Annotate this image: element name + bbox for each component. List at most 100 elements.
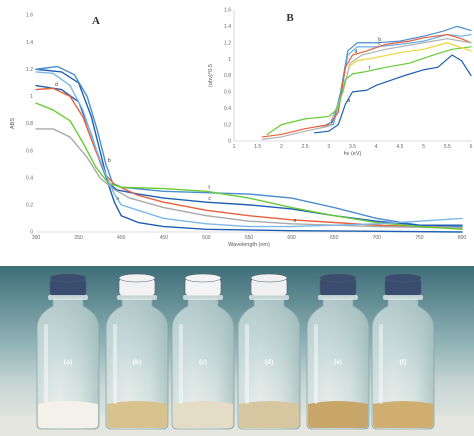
panel-a-series-label: d [55, 82, 58, 88]
panel-b-series-label: b [378, 37, 381, 43]
panel-a-x-tick-label: 550 [245, 235, 254, 241]
vial-neck [48, 295, 88, 300]
panel-a-y-tick-label: 0 [30, 230, 33, 236]
panel-b-series-line [313, 54, 472, 134]
panel-a-letter: A [92, 15, 100, 27]
vials-photo-svg: (a) (b) (c) (d) (e) (f) [0, 266, 474, 436]
vial-cap-top [184, 273, 222, 283]
panel-b-series-line [318, 33, 472, 127]
panel-a-series-label: e [294, 218, 297, 224]
panel-b-y-axis-label: (αhν)^0.5 [208, 64, 214, 87]
panel-b-series-label: d [355, 49, 358, 55]
vial-neck [183, 295, 223, 300]
panel-b-series-label: c [378, 41, 381, 47]
panel-b-x-tick-label: 5 [422, 144, 425, 150]
vial-powder [373, 401, 433, 428]
panel-a-y-tick-label: 0.2 [26, 203, 33, 209]
vial-cap-top [118, 273, 156, 283]
panel-b-series-label: a [347, 98, 350, 104]
vial-label: (c) [199, 358, 207, 366]
vial-powder [38, 401, 98, 428]
vial-neck [383, 295, 423, 300]
vial-glass [36, 297, 100, 430]
panel-a-y-tick-label: 1.6 [26, 13, 33, 19]
panel-b-x-tick-label: 1.5 [254, 144, 261, 150]
panel-b-x-tick-label: 3 [327, 144, 330, 150]
panel-a-x-tick-label: 400 [117, 235, 126, 241]
panel-b-y-tick-label: 1 [228, 57, 231, 63]
panel-a-y-tick-label: 1 [30, 94, 33, 100]
vials-photo: (a) (b) (c) (d) (e) (f) [0, 266, 474, 436]
vial-highlight [113, 324, 117, 404]
vial-label: (a) [64, 358, 73, 366]
panel-b: 1 1.5 2 2.5 3 3.5 4 4.5 5 5.5 6 0 0.2 0.4 0.6 0.8 1 1.2 1.… [208, 8, 473, 157]
panel-a-x-axis-label: Wavelength (nm) [228, 242, 270, 248]
vial: (f) [371, 273, 435, 430]
vial-powder [308, 401, 368, 428]
panel-a-series-line [35, 71, 463, 228]
panel-b-y-tick-label: 1.4 [224, 24, 231, 30]
panel-a-series-label: f [208, 185, 210, 191]
panel-b-series-line [261, 38, 472, 140]
panel-b-x-tick-label: 4.5 [396, 144, 403, 150]
panel-b-y-tick-label: 0.8 [224, 73, 231, 79]
panel-b-y-tick-label: 1.6 [224, 8, 231, 14]
vial: (c) [171, 273, 235, 430]
panel-a-x-tick-label: 800 [458, 235, 467, 241]
panel-a-x-tick-label: 450 [160, 235, 169, 241]
vial-glass [306, 297, 370, 430]
panel-a-y-tick-label: 0.8 [26, 121, 33, 127]
vial-neck [117, 295, 157, 300]
panel-a-x-tick-label: 650 [330, 235, 339, 241]
panel-b-y-tick-label: 0.2 [224, 122, 231, 128]
vial-neck [318, 295, 358, 300]
vial-powder [173, 401, 233, 428]
vial-glass [171, 297, 235, 430]
panel-b-x-tick-label: 3.5 [349, 144, 356, 150]
vial-highlight [379, 324, 383, 404]
panel-b-x-tick-label: 2 [280, 144, 283, 150]
vial: (b) [105, 273, 169, 430]
panel-b-series-line [266, 46, 472, 136]
panel-b-series-label: f [369, 65, 371, 71]
panel-b-letter: B [286, 12, 294, 24]
panel-a-x-tick-label: 500 [202, 235, 211, 241]
chart-svg: 300 350 400 450 500 550 600 650 700 750 80000.20.4… [10, 8, 473, 248]
panel-a-series-label: c [208, 196, 211, 202]
panel-a-series-line [35, 68, 463, 233]
panel-b-x-tick-label: 5.5 [444, 144, 451, 150]
vial-label: (d) [265, 358, 274, 366]
panel-a-x-tick-label: 750 [415, 235, 424, 241]
panel-a-x-tick-label: 600 [287, 235, 296, 241]
panel-b-x-tick-label: 2.5 [302, 144, 309, 150]
panel-b-x-tick-label: 6 [470, 144, 473, 150]
vial-glass [371, 297, 435, 430]
panel-b-y-tick-label: 0.4 [224, 106, 231, 112]
vials-group: (a) (b) (c) (d) (e) (f) [36, 273, 435, 430]
panel-a-y-tick-label: 0.4 [26, 175, 33, 181]
vial-label: (f) [400, 358, 408, 366]
panel-b-series-line [261, 33, 472, 138]
panel-a-x-tick-label: 350 [74, 235, 83, 241]
panel-a-x-tick-label: 300 [32, 235, 41, 241]
panel-b-y-tick-label: 1.2 [224, 40, 231, 46]
panel-a-series-line [35, 102, 463, 230]
vial-highlight [314, 324, 318, 404]
vial: (e) [306, 273, 370, 430]
panel-b-x-tick-label: 1 [233, 144, 236, 150]
figure-chart-area: 300 350 400 450 500 550 600 650 700 750 800 0 0.2 0.4… [10, 7, 473, 248]
panel-b-x-tick-label: 4 [375, 144, 378, 150]
panel-a-series-line [35, 84, 463, 226]
vial-cap-top [250, 273, 288, 283]
vial-label: (e) [334, 358, 342, 366]
panel-a-y-tick-label: 0.6 [26, 148, 33, 154]
vial-highlight [245, 324, 249, 404]
vial-cap-top [319, 273, 357, 283]
panel-a-y-tick-label: 1.4 [26, 40, 33, 46]
panel-b-x-axis-label: hv (eV) [344, 151, 362, 157]
panel-a-series-line [35, 128, 463, 229]
panel-a: 300 350 400 450 500 550 600 650 700 750 80000.20.4… [10, 13, 466, 248]
vial-glass [237, 297, 301, 430]
panel-a-series-line [35, 65, 463, 228]
panel-b-y-tick-label: 0 [228, 139, 231, 145]
